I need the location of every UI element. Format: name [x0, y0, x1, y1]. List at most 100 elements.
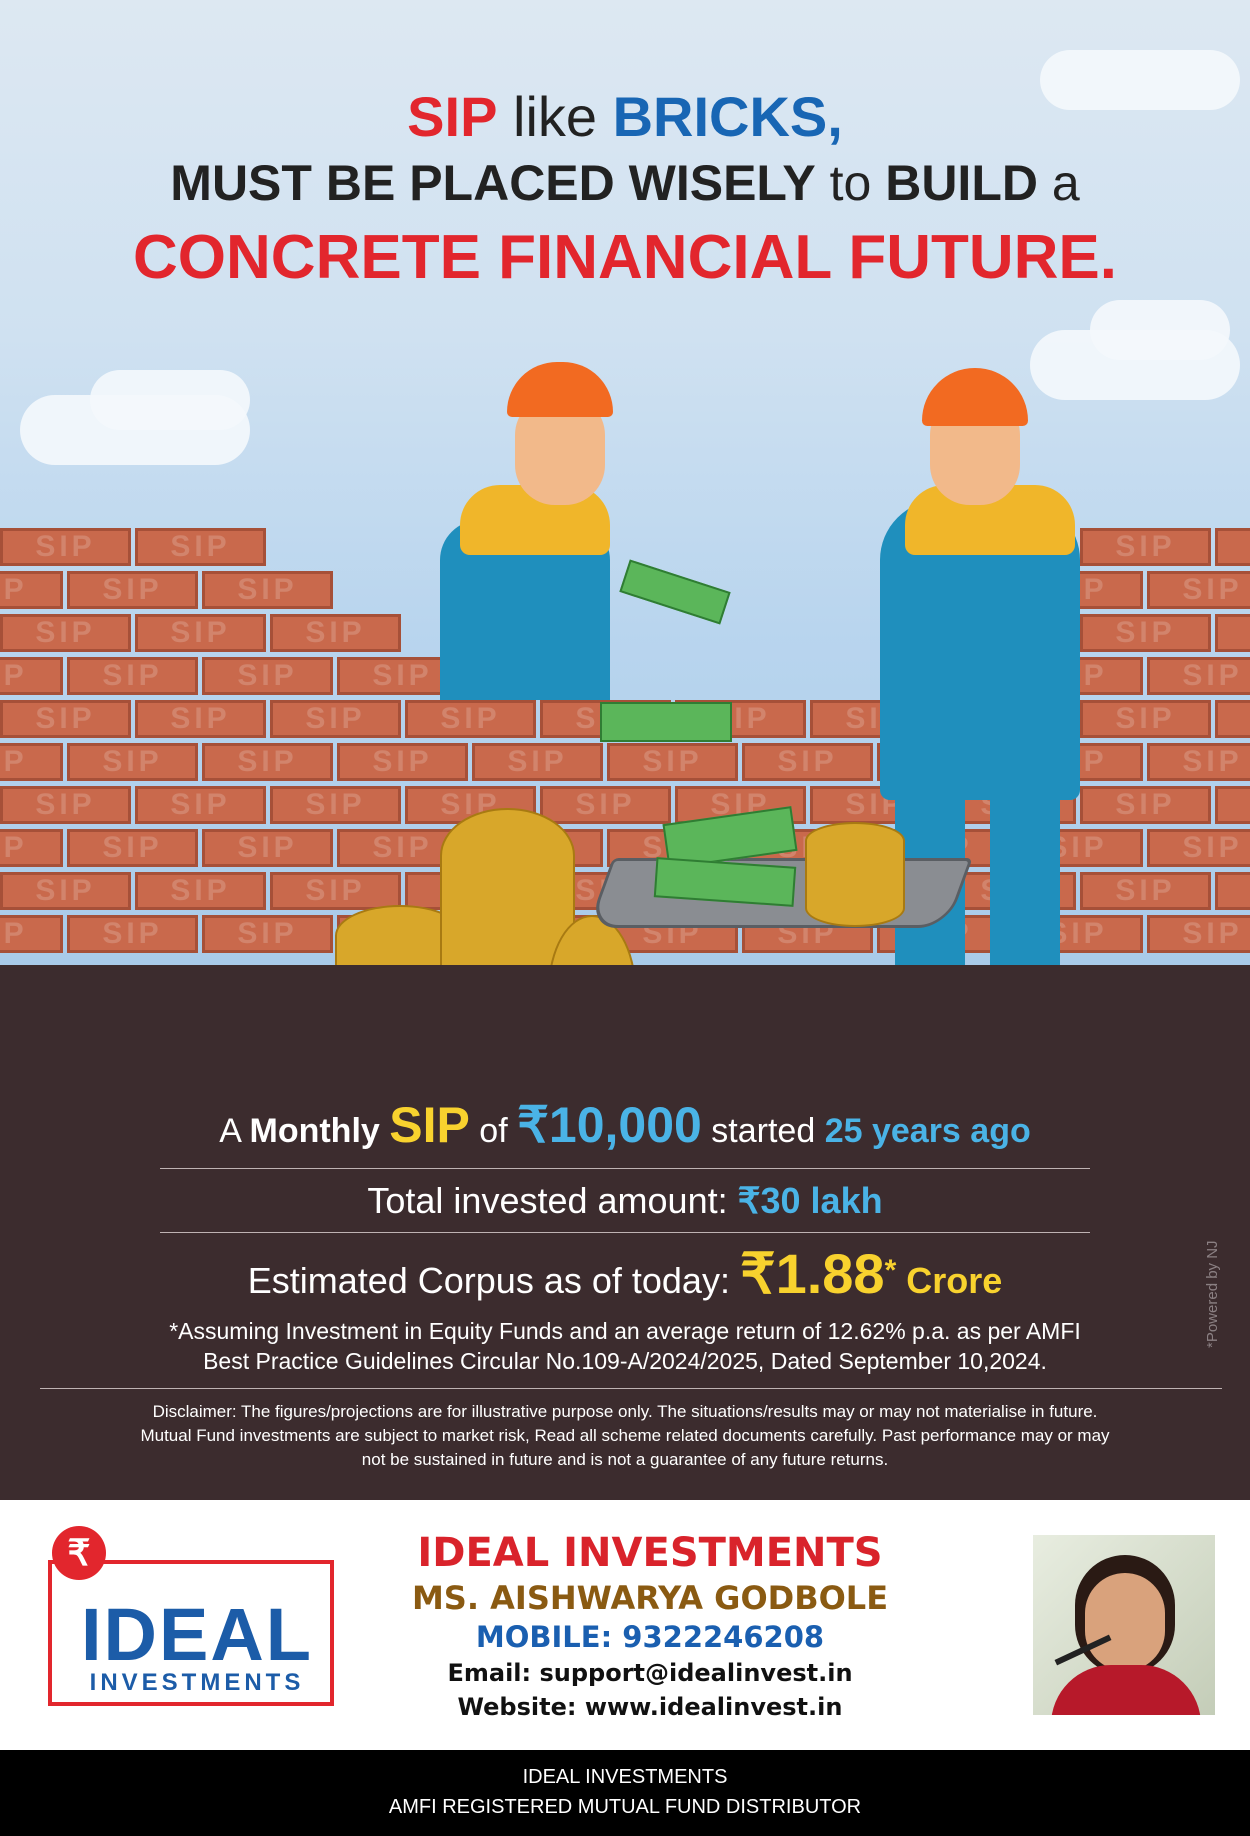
- brick: SIP: [270, 700, 401, 738]
- mobile-number[interactable]: MOBILE: 9322246208: [475, 1620, 825, 1654]
- brick: SIP: [0, 829, 63, 867]
- brick: SIP: [1080, 614, 1211, 652]
- disclaimer-line-1: Disclaimer: The figures/projections are …: [152, 1402, 1098, 1421]
- divider: [160, 1232, 1090, 1233]
- corpus-unit: Crore: [896, 1260, 1003, 1301]
- company-name: IDEAL INVESTMENTS: [417, 1530, 883, 1576]
- headline-line-2: MUST BE PLACED WISELY to BUILD a: [0, 148, 1250, 218]
- text-of: of: [469, 1112, 518, 1150]
- brick: SIP: [67, 657, 198, 695]
- advisor-photo: [1033, 1535, 1215, 1715]
- headline-line-3: CONCRETE FINANCIAL FUTURE.: [133, 223, 1117, 292]
- invested-line: Total invested amount: ₹30 lakh: [0, 1178, 1250, 1224]
- disclaimer-line-2: Mutual Fund investments are subject to m…: [140, 1426, 1110, 1445]
- brick: SIP: [1080, 700, 1211, 738]
- brick: SIP: [135, 614, 266, 652]
- brick: SIP: [1147, 829, 1250, 867]
- headline: SIP like BRICKS, MUST BE PLACED WISELY t…: [0, 86, 1250, 298]
- cash-bundle-icon: [600, 702, 732, 742]
- headline-sip: SIP: [407, 85, 498, 148]
- contact-person: MS. AISHWARYA GODBOLE: [411, 1579, 889, 1617]
- brick: SIP: [0, 872, 131, 910]
- divider: [40, 1388, 1222, 1389]
- disclaimer-line-3: not be sustained in future and is not a …: [361, 1450, 889, 1469]
- brick: SIP: [270, 614, 401, 652]
- invested-value: ₹30 lakh: [737, 1180, 883, 1221]
- brick: SIP: [540, 786, 671, 824]
- corpus-line: Estimated Corpus as of today: ₹1.88* Cro…: [0, 1236, 1250, 1316]
- cloud-shape: [1040, 50, 1240, 110]
- bottom-bar-line-1: IDEAL INVESTMENTS: [522, 1766, 728, 1788]
- text-monthly: Monthly: [249, 1112, 390, 1150]
- email-link[interactable]: Email: support@idealinvest.in: [447, 1659, 853, 1687]
- years-ago: 25 years ago: [824, 1112, 1031, 1150]
- brick: SIP: [0, 614, 131, 652]
- brick: SIP: [67, 743, 198, 781]
- headline-bricks: BRICKS,: [612, 85, 843, 148]
- brick: SIP: [1215, 786, 1250, 824]
- powered-by: *Powered by NJ: [1204, 1240, 1221, 1348]
- brick: SIP: [67, 915, 198, 953]
- website-link[interactable]: Website: www.idealinvest.in: [457, 1693, 843, 1721]
- brick: SIP: [742, 743, 873, 781]
- logo-subtitle: INVESTMENTS: [89, 1669, 305, 1696]
- corpus-asterisk: *: [884, 1254, 897, 1287]
- corpus-value: ₹1.88: [739, 1242, 885, 1305]
- brick: SIP: [0, 657, 63, 695]
- brick: SIP: [202, 915, 333, 953]
- monthly-sip-line: A Monthly SIP of ₹10,000 started 25 year…: [0, 1100, 1250, 1156]
- brick: SIP: [0, 786, 131, 824]
- brick: SIP: [202, 657, 333, 695]
- brick: SIP: [135, 700, 266, 738]
- headline-like: like: [497, 85, 613, 148]
- brick: SIP: [1147, 743, 1250, 781]
- brick: SIP: [1080, 786, 1211, 824]
- headline-a: a: [1037, 155, 1080, 211]
- helmet-icon: [922, 368, 1028, 426]
- brick: SIP: [135, 786, 266, 824]
- brick: SIP: [0, 528, 131, 566]
- helmet-icon: [507, 362, 613, 417]
- headline-to: to: [815, 155, 886, 211]
- brick: SIP: [1147, 915, 1250, 953]
- brick: SIP: [135, 872, 266, 910]
- assumption-line-2: Best Practice Guidelines Circular No.109…: [203, 1348, 1047, 1374]
- text-a: A: [219, 1112, 250, 1150]
- logo-word: IDEAL: [81, 1593, 313, 1676]
- brick: SIP: [337, 743, 468, 781]
- corpus-label: Estimated Corpus as of today:: [247, 1260, 740, 1301]
- brick: SIP: [0, 743, 63, 781]
- brick: SIP: [202, 829, 333, 867]
- monthly-amount: ₹10,000: [517, 1097, 702, 1153]
- text-started: started: [701, 1112, 825, 1150]
- brick: SIP: [0, 915, 63, 953]
- text-sip: SIP: [389, 1097, 470, 1153]
- brick: SIP: [67, 829, 198, 867]
- brick: SIP: [607, 743, 738, 781]
- brick: SIP: [0, 571, 63, 609]
- divider: [160, 1168, 1090, 1169]
- coin-stack-icon: [805, 822, 905, 927]
- brick: SIP: [67, 571, 198, 609]
- brick: SIP: [1147, 657, 1250, 695]
- coin-stack-icon: [440, 808, 575, 965]
- cloud-shape: [1090, 300, 1230, 360]
- invested-label: Total invested amount:: [367, 1180, 738, 1221]
- brick: SIP: [472, 743, 603, 781]
- headline-placed-wisely: MUST BE PLACED WISELY: [170, 155, 816, 211]
- hero-illustration: SIP like BRICKS, MUST BE PLACED WISELY t…: [0, 0, 1250, 965]
- footer: ₹ IDEAL INVESTMENTS IDEAL INVESTMENTS MS…: [0, 1500, 1250, 1750]
- cloud-shape: [90, 370, 250, 430]
- brick: SIP: [1215, 528, 1250, 566]
- assumption-line-1: *Assuming Investment in Equity Funds and…: [169, 1318, 1081, 1344]
- headline-build: BUILD: [885, 155, 1038, 211]
- brick: SIP: [405, 700, 536, 738]
- brick: SIP: [1147, 571, 1250, 609]
- bottom-bar: IDEAL INVESTMENTS AMFI REGISTERED MUTUAL…: [0, 1750, 1250, 1836]
- rupee-icon: ₹: [52, 1526, 106, 1580]
- brick: SIP: [1080, 528, 1211, 566]
- brick: SIP: [0, 700, 131, 738]
- brick: SIP: [202, 571, 333, 609]
- brick: SIP: [1215, 700, 1250, 738]
- contact-block: IDEAL INVESTMENTS MS. AISHWARYA GODBOLE …: [400, 1528, 900, 1724]
